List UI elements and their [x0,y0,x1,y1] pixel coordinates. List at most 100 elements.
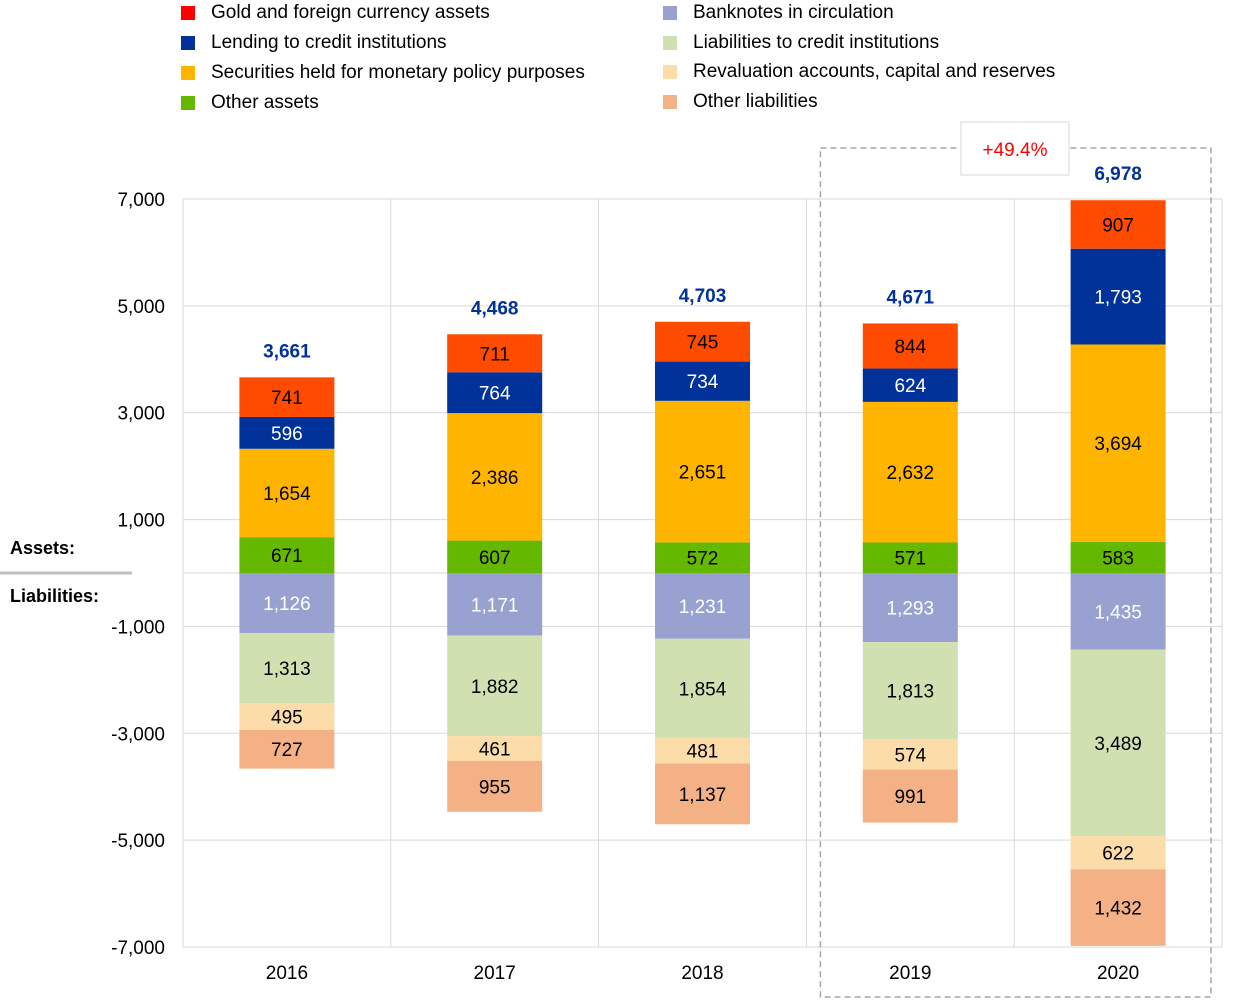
assets-label: Assets: [10,538,76,558]
data-label: 991 [894,787,926,808]
bar-segment [1070,200,1166,249]
data-label: 596 [271,424,303,445]
data-label: 574 [894,745,926,766]
bar-segment [862,368,958,402]
bar-segment [862,401,958,543]
bar-segment [862,769,958,823]
legend-swatch [181,36,195,50]
legend-label: Other liabilities [693,90,818,112]
legend-swatch [663,65,677,79]
data-label: 1,313 [263,659,311,680]
bar-segment [447,635,543,737]
bar-segment [447,334,543,373]
bar-segment [447,372,543,414]
annotation-box [960,121,1070,176]
bar-segment [655,361,750,401]
legend-label: Gold and foreign currency assets [211,2,490,23]
y-tick-label: 5,000 [117,297,165,318]
legend-swatch [181,96,195,110]
legend-swatch [181,66,195,80]
data-label: 764 [479,384,511,405]
data-label: 572 [687,549,719,570]
data-label: 481 [687,742,719,763]
data-label: 711 [480,344,510,365]
data-label: 844 [894,337,926,358]
bar-segment [655,573,750,639]
data-label: 907 [1102,215,1134,236]
bar-segment [655,542,750,573]
bar-segment [1070,836,1166,870]
bar-segment [239,377,335,417]
legend-swatch [663,6,677,20]
bar-segment [862,642,958,739]
data-label: 1,654 [263,484,311,505]
x-tick-label: 2018 [681,963,723,984]
bar-segment [862,323,958,369]
bar-segment [239,416,335,449]
bar-segment [655,737,750,764]
bar-segment [239,448,335,538]
bar-segment [655,400,750,543]
bar-segment [447,760,543,812]
bar-segment [655,638,750,738]
data-label: 3,694 [1094,434,1142,455]
bar-segment [239,703,335,730]
total-label: 3,661 [263,341,311,362]
legend-swatch [663,35,677,50]
data-label: 2,651 [679,463,727,484]
liabilities-label: Liabilities: [10,586,100,606]
total-label: 4,671 [887,287,935,308]
bar-segment [862,573,958,643]
bar-segment [655,321,750,362]
legend-label: Revaluation accounts, capital and reserv… [693,61,1056,82]
data-label: 745 [687,333,719,354]
legend-swatch [181,6,195,20]
x-tick-label: 2019 [889,963,931,984]
data-label: 571 [894,549,926,570]
data-label: 1,137 [679,785,727,806]
bar-segment [1070,869,1166,946]
total-label: 4,468 [471,298,519,319]
data-label: 2,386 [471,468,519,489]
bar-segment [447,540,543,573]
legend-label: Liabilities to credit institutions [693,31,940,53]
bar-segment [447,573,543,636]
data-label: 622 [1102,844,1134,865]
bar-segment [239,729,335,769]
bar-segment [447,413,543,541]
data-label: 624 [894,376,926,397]
bar-segment [655,763,750,825]
data-label: 1,435 [1094,602,1142,623]
x-tick-label: 2017 [474,963,516,984]
data-label: 741 [271,388,303,409]
bar-segment [1070,573,1166,650]
bar-segment [447,736,543,761]
bar-segment [1070,649,1166,837]
data-label: 1,293 [887,599,935,620]
bar-segment [1070,248,1166,345]
data-label: 734 [687,372,719,393]
y-tick-label: 7,000 [117,190,165,211]
bar-segment [1070,541,1166,573]
data-label: 1,813 [887,682,935,703]
x-tick-label: 2016 [266,963,308,984]
data-label: 1,854 [679,679,727,700]
annotation-text: +49.4% [983,140,1048,161]
x-tick-label: 2020 [1097,963,1139,984]
data-label: 1,882 [471,677,519,698]
legend-label: Securities held for monetary policy purp… [211,62,585,83]
bar-segment [1070,344,1166,542]
total-label: 6,978 [1094,164,1142,185]
data-label: 955 [479,777,511,798]
bar-segment [239,573,335,634]
data-label: 727 [271,740,303,761]
data-label: 2,632 [887,463,935,484]
bar-segment [239,633,335,704]
legend-label: Banknotes in circulation [693,2,894,23]
y-tick-label: 1,000 [117,511,165,532]
legend-label: Other assets [211,92,319,113]
data-label: 1,793 [1094,288,1142,309]
bar-segment [239,537,335,573]
